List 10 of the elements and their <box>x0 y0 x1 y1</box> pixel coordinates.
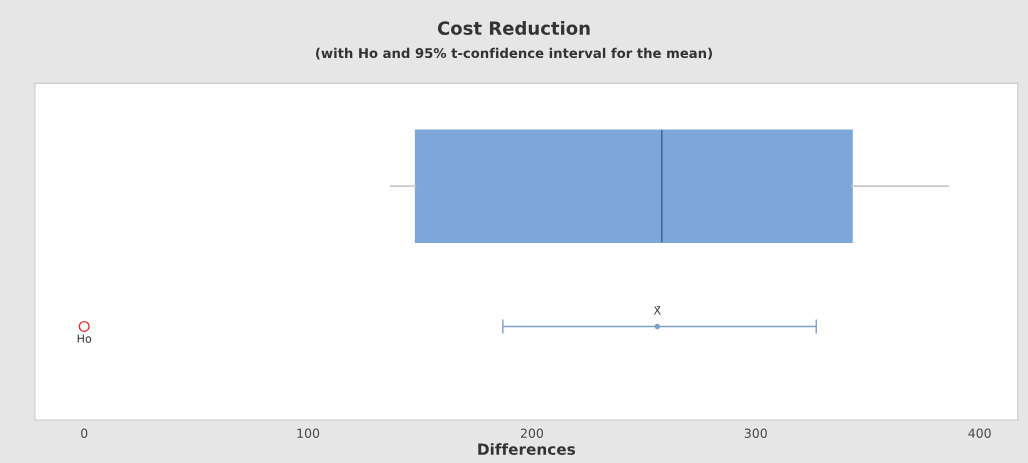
x-axis-title: Differences <box>478 443 576 455</box>
x-tick-label: 100 <box>297 428 320 438</box>
annotation: Ho <box>77 334 92 343</box>
x-tick-label: 0 <box>81 428 88 438</box>
annotation: X̄ <box>653 306 661 315</box>
chart-subtitle: (with Ho and 95% t-confidence interval for the mean) <box>316 47 712 60</box>
chart-title: Cost Reduction <box>437 21 590 35</box>
x-tick-label: 300 <box>744 428 767 438</box>
x-tick-label: 200 <box>520 428 544 438</box>
x-tick-label: 400 <box>968 428 991 438</box>
